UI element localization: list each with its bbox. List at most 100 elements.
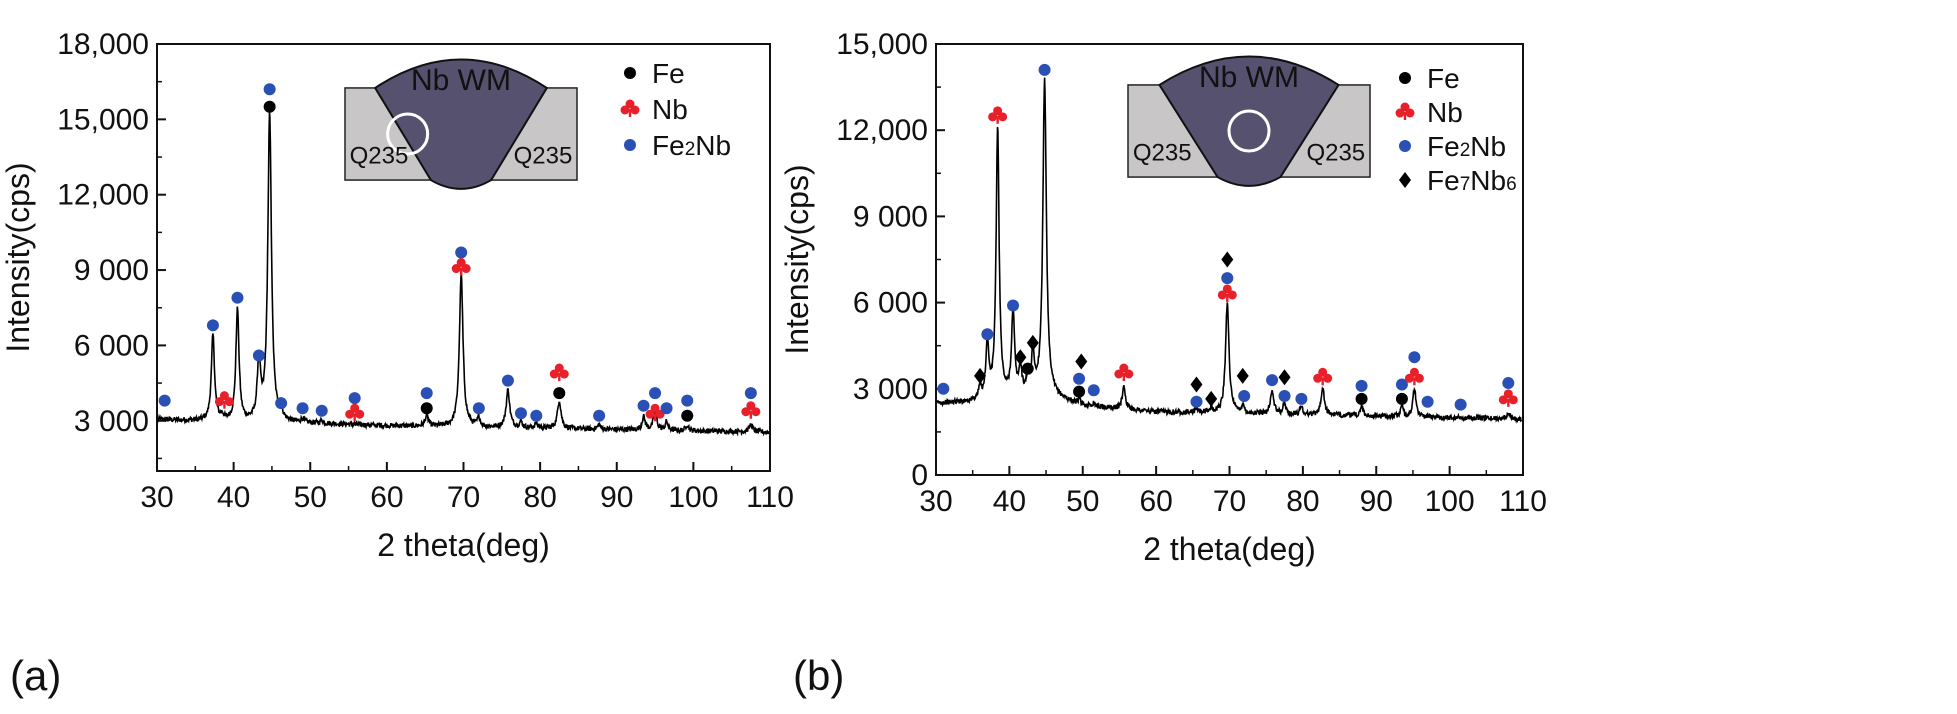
y-tick-label: 3 000 — [74, 405, 149, 438]
marker-fe2nb — [1221, 272, 1234, 285]
marker-nb — [741, 401, 761, 419]
marker-nb — [345, 403, 365, 422]
marker-fe2nb — [315, 404, 328, 417]
legend-fe-symbol — [1399, 72, 1411, 84]
marker-fe2nb — [1502, 377, 1515, 390]
legend-fe-label: Fe — [1427, 63, 1460, 94]
inset-title: Nb WM — [411, 64, 511, 97]
x-tick-label: 30 — [919, 485, 952, 518]
inset-left-label: Q235 — [350, 142, 409, 169]
inset-right-label: Q235 — [1306, 139, 1365, 166]
marker-fe2nb — [206, 319, 219, 332]
y-tick-label: 15,000 — [57, 103, 149, 136]
x-axis-title: 2 theta(deg) — [377, 527, 550, 563]
y-tick-label: 3 000 — [853, 373, 928, 406]
legend-fe2nb-symbol — [624, 139, 636, 151]
marker-fe — [263, 100, 276, 113]
marker-fe7nb6 — [1075, 353, 1088, 370]
marker-fe2nb — [263, 83, 276, 96]
panel-b-chart: 30 40 50 60 70 80 90 100 110 0 3 000 6 000 9 000 12,0… — [779, 28, 1547, 699]
marker-fe2nb — [1408, 351, 1421, 364]
marker-nb — [1217, 284, 1237, 302]
marker-nb — [451, 258, 471, 276]
weld-inset: Nb WM Q235 Q235 — [1127, 55, 1371, 187]
x-axis-title: 2 theta(deg) — [1143, 531, 1316, 567]
y-tick-label: 6 000 — [74, 329, 149, 362]
marker-fe2nb — [1421, 395, 1434, 408]
marker-fe2nb — [1007, 299, 1020, 312]
marker-fe2nb — [1266, 374, 1279, 387]
legend-fe-label: Fe — [652, 58, 685, 89]
weld-metal — [373, 58, 549, 190]
marker-fe2nb — [637, 399, 650, 412]
y-tick-label: 0 — [911, 459, 928, 492]
legend-nb-label: Nb — [652, 94, 688, 125]
marker-fe7nb6 — [974, 367, 987, 384]
x-tick-label: 110 — [746, 481, 794, 514]
analysis-spot — [386, 112, 430, 156]
marker-fe2nb — [649, 387, 662, 400]
marker-fe2nb — [275, 397, 288, 410]
x-tick-label: 90 — [1360, 485, 1393, 518]
x-tick-label: 30 — [140, 481, 173, 514]
x-tick-label: 50 — [1066, 485, 1099, 518]
marker-fe7nb6 — [1014, 349, 1027, 366]
marker-fe2nb — [501, 374, 514, 387]
marker-fe — [681, 409, 694, 422]
legend-nb-symbol — [620, 99, 640, 117]
legend-nb-label: Nb — [1427, 97, 1463, 128]
marker-fe2nb — [472, 402, 485, 415]
y-tick-label: 18,000 — [57, 28, 149, 61]
marker-fe2nb — [1395, 378, 1408, 391]
marker-fe2nb — [981, 328, 994, 341]
legend-fe2nb-label: Fe2Nb — [1427, 131, 1506, 162]
x-tick-label: 60 — [370, 481, 403, 514]
marker-nb — [549, 363, 569, 382]
marker-nb — [988, 106, 1008, 124]
legend-nb-symbol — [1395, 102, 1415, 120]
analysis-spot — [1227, 109, 1271, 153]
legend-fe2nb-label: Fe2Nb — [652, 130, 731, 161]
marker-fe2nb — [660, 402, 673, 415]
marker-fe2nb — [1454, 398, 1467, 411]
x-tick-label: 70 — [1213, 485, 1246, 518]
legend-fe2nb-symbol — [1399, 140, 1411, 152]
marker-fe2nb — [744, 387, 757, 400]
marker-fe — [1395, 392, 1408, 405]
marker-fe2nb — [455, 246, 468, 259]
y-tick-label: 12,000 — [57, 179, 149, 212]
legend-fe7nb6-label: Fe7Nb6 — [1427, 165, 1517, 196]
marker-fe2nb — [530, 409, 543, 422]
inset-left-label: Q235 — [1133, 139, 1192, 166]
marker-fe7nb6 — [1190, 376, 1203, 393]
legend-fe-symbol — [624, 67, 636, 79]
marker-fe2nb — [1190, 395, 1203, 408]
marker-fe2nb — [158, 394, 171, 407]
marker-nb — [1498, 389, 1518, 407]
y-tick-label: 6 000 — [853, 287, 928, 320]
marker-fe2nb — [1278, 389, 1291, 402]
marker-fe2nb — [231, 291, 244, 304]
marker-nb — [214, 391, 234, 409]
x-tick-label: 80 — [1286, 485, 1319, 518]
xrd-trace — [936, 77, 1523, 424]
x-tick-label: 40 — [993, 485, 1026, 518]
marker-fe2nb — [420, 387, 433, 400]
y-tick-label: 9 000 — [74, 254, 149, 287]
marker-fe2nb — [1087, 384, 1100, 397]
y-tick-label: 12,000 — [836, 114, 928, 147]
marker-fe7nb6 — [1205, 390, 1218, 407]
marker-fe7nb6 — [1221, 251, 1234, 268]
legend-fe7nb6-symbol — [1399, 172, 1411, 188]
x-tick-label: 70 — [447, 481, 480, 514]
panel-label: (a) — [10, 652, 61, 699]
marker-fe2nb — [252, 349, 265, 362]
marker-fe2nb — [1355, 379, 1368, 392]
marker-nb — [1114, 363, 1134, 381]
y-tick-label: 15,000 — [836, 28, 928, 61]
marker-fe2nb — [514, 407, 527, 420]
marker-fe7nb6 — [1026, 334, 1039, 351]
x-tick-label: 100 — [668, 481, 718, 514]
x-tick-label: 60 — [1139, 485, 1172, 518]
